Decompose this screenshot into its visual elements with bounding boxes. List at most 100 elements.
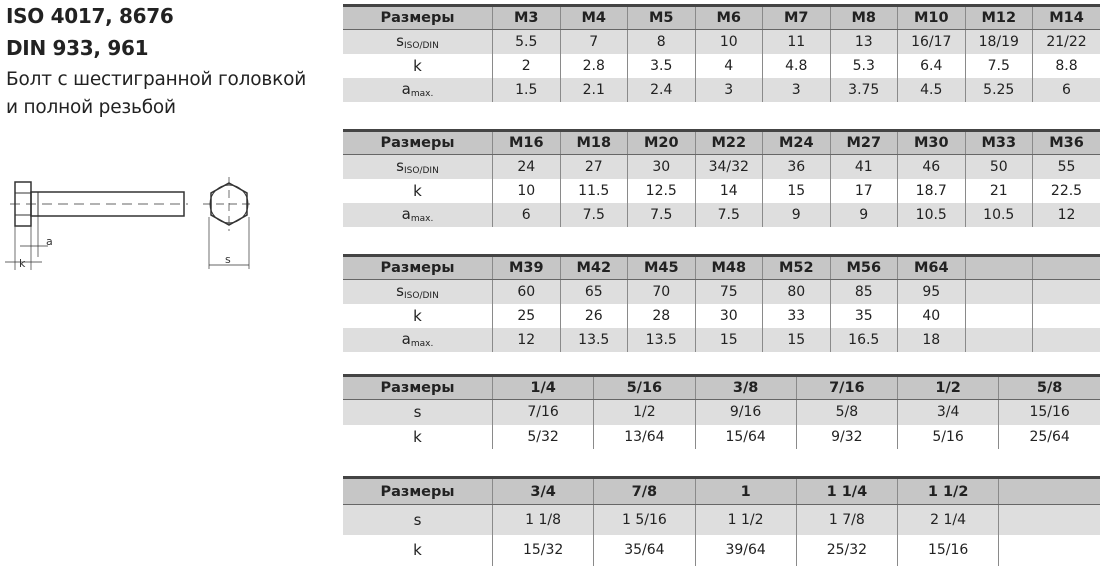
row-label: sISO/DIN	[343, 154, 493, 179]
table-cell: 15/64	[694, 424, 797, 449]
table-cell: 15	[762, 178, 830, 203]
table-cell: 34/32	[694, 154, 763, 179]
table-row: k 10 11.5 12.5 14 15 17 18.7 21 22.5	[343, 178, 1100, 203]
description-line-1: Болт с шестигранной головкой	[6, 69, 307, 90]
row-label: s	[343, 399, 493, 425]
table-cell: 3/4	[896, 399, 999, 425]
table-cell: 50	[964, 154, 1033, 179]
row-label: k	[343, 534, 493, 566]
table-row: k 15/32 35/64 39/64 25/32 15/16	[343, 534, 1100, 566]
size-table: Размеры M3 M4 M5 M6 M7 M8 M10 M12 M14 sISO/DIN 5.5 7…	[343, 4, 1100, 102]
header-size: M20	[627, 129, 695, 155]
row-label-main: s	[413, 403, 422, 422]
table-cell: 2.8	[559, 53, 628, 78]
table-cell: 14	[694, 178, 763, 203]
table-cell: 10.5	[964, 202, 1033, 227]
header-size: M14	[1032, 4, 1100, 30]
row-label-subscript: max.	[410, 214, 434, 224]
table-cell: 5/16	[896, 424, 999, 449]
table-cell: 1 1/8	[491, 504, 594, 535]
table-cell: 1/2	[593, 399, 695, 425]
table-cell: 21	[964, 178, 1033, 203]
header-size	[998, 476, 1100, 505]
row-label-subscript: max.	[410, 89, 434, 99]
table-row: s 7/16 1/2 9/16 5/8 3/4 15/16	[343, 399, 1100, 425]
table-cell	[1032, 327, 1100, 352]
table-cell: 65	[559, 279, 628, 304]
table-cell: 6.4	[897, 53, 965, 78]
table-cell: 12	[492, 327, 560, 352]
table-cell: 15/32	[491, 534, 594, 566]
header-size: M4	[559, 4, 628, 30]
size-table: Размеры 1/4 5/16 3/8 7/16 1/2 5/8 s 7/16 1/2 9/16 5…	[343, 374, 1100, 449]
header-size: M56	[829, 254, 898, 280]
header-size: M33	[964, 129, 1033, 155]
size-table: Размеры 3/4 7/8 1 1 1/4 1 1/2 s 1 1/8 1 5/16 1 1/…	[343, 476, 1100, 566]
table-row: k 2 2.8 3.5 4 4.8 5.3 6.4 7.5 8.8	[343, 53, 1100, 78]
table-cell: 8.8	[1032, 53, 1100, 78]
row-label: k	[343, 178, 493, 203]
table-cell: 18/19	[964, 29, 1033, 54]
header-size: M5	[627, 4, 695, 30]
table-cell: 15/16	[896, 534, 999, 566]
table-cell: 4.8	[762, 53, 830, 78]
table-row: s 1 1/8 1 5/16 1 1/2 1 7/8 2 1/4	[343, 504, 1100, 535]
header-size: M3	[492, 4, 560, 30]
table-cell: 30	[627, 154, 695, 179]
table-cell: 11.5	[559, 178, 628, 203]
table-cell: 21/22	[1032, 29, 1100, 54]
header-size: M22	[694, 129, 763, 155]
table-header-row: Размеры 1/4 5/16 3/8 7/16 1/2 5/8	[343, 374, 1100, 400]
header-size: M10	[897, 4, 965, 30]
table-cell: 6	[1032, 77, 1100, 102]
header-size: 3/4	[491, 476, 594, 505]
header-label: Размеры	[343, 476, 493, 505]
dimension-a-label: a	[46, 235, 53, 248]
table-cell: 7.5	[694, 202, 763, 227]
table-cell: 15	[762, 327, 830, 352]
table-cell	[1032, 279, 1100, 304]
size-table: Размеры M16 M18 M20 M22 M24 M27 M30 M33 M36 sISO/D…	[343, 129, 1100, 227]
table-cell: 15/16	[998, 399, 1100, 425]
table-cell	[964, 303, 1033, 328]
table-cell: 24	[492, 154, 560, 179]
table-cell	[964, 279, 1033, 304]
header-size: 1 1/4	[795, 476, 898, 505]
table-row: k 5/32 13/64 15/64 9/32 5/16 25/64	[343, 424, 1100, 449]
table-cell: 5.3	[829, 53, 898, 78]
table-cell: 33	[762, 303, 830, 328]
row-label-subscript: max.	[410, 339, 434, 349]
table-row: sISO/DIN 24 27 30 34/32 36 41 46 50 55	[343, 154, 1100, 179]
table-cell: 13.5	[627, 327, 695, 352]
table-cell: 26	[559, 303, 628, 328]
row-label-main: s	[413, 510, 422, 529]
table-cell: 3	[694, 77, 763, 102]
header-size: 5/8	[998, 374, 1100, 400]
header-size: M12	[964, 4, 1033, 30]
row-label-main: k	[413, 306, 422, 325]
table-cell: 2.1	[559, 77, 628, 102]
row-label-main: s	[396, 282, 404, 301]
table-cell: 30	[694, 303, 763, 328]
header-label: Размеры	[343, 374, 493, 400]
row-label-main: a	[401, 80, 411, 98]
table-cell: 8	[627, 29, 695, 54]
header-size: M64	[897, 254, 965, 280]
header-size: M7	[762, 4, 830, 30]
table-cell: 9	[829, 202, 898, 227]
header-size: M6	[694, 4, 763, 30]
table-cell	[964, 327, 1033, 352]
header-size: M36	[1032, 129, 1100, 155]
table-cell: 35/64	[593, 534, 695, 566]
header-size: 5/16	[593, 374, 695, 400]
table-cell: 11	[762, 29, 830, 54]
table-cell: 7.5	[964, 53, 1033, 78]
table-cell: 40	[897, 303, 965, 328]
header-size: M27	[829, 129, 898, 155]
table-cell: 36	[762, 154, 830, 179]
row-label-main: k	[413, 427, 422, 446]
header-size: 3/8	[694, 374, 797, 400]
dimension-k-label: k	[19, 257, 26, 270]
header-size: 1/2	[896, 374, 999, 400]
table-cell: 7.5	[627, 202, 695, 227]
